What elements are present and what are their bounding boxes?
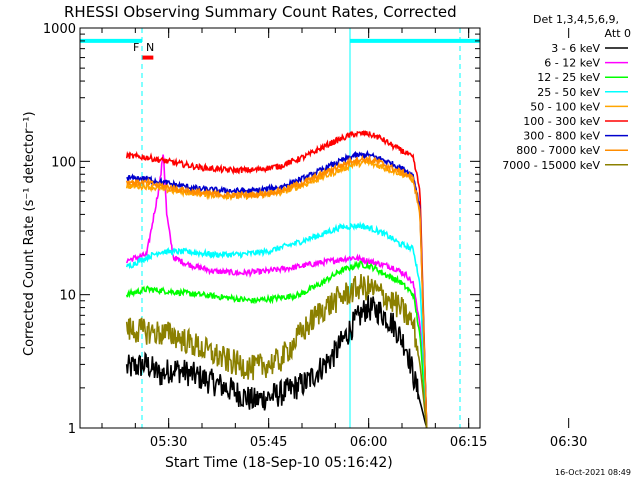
x-tick-label-3: 06:15 xyxy=(450,435,487,450)
series-line-7 xyxy=(125,154,428,428)
y-tick-label-1: 1 xyxy=(68,422,76,437)
y-tick-label-100: 100 xyxy=(51,155,76,170)
chart-title: RHESSI Observing Summary Count Rates, Co… xyxy=(64,3,457,21)
y-tick-label-10: 10 xyxy=(59,289,76,304)
x-tick-label-2: 06:00 xyxy=(350,435,387,450)
footer-timestamp: 16-Oct-2021 08:49 xyxy=(555,468,631,477)
series-line-4 xyxy=(125,158,428,428)
legend-label-2: 12 - 25 keV xyxy=(537,71,600,84)
y-tick-label-1000: 1000 xyxy=(43,22,76,37)
series-line-0 xyxy=(125,294,428,428)
x-tick-label-1: 05:45 xyxy=(250,435,287,450)
series-line-8 xyxy=(125,273,428,428)
legend: Det 1,3,4,5,6,9,Att 0 3 - 6 keV 6 - 12 keV… xyxy=(502,13,631,172)
series-line-3 xyxy=(125,221,428,428)
x-tick-label-4: 06:30 xyxy=(550,435,587,450)
legend-header-line-1: Det 1,3,4,5,6,9, xyxy=(533,13,619,26)
legend-label-5: 100 - 300 keV xyxy=(523,115,600,128)
x-tick-label-0: 05:30 xyxy=(150,435,187,450)
legend-label-4: 50 - 100 keV xyxy=(530,100,600,113)
axes-frame xyxy=(79,27,481,429)
legend-label-1: 6 - 12 keV xyxy=(544,57,600,70)
flag-label-N: N xyxy=(146,41,154,54)
legend-label-0: 3 - 6 keV xyxy=(551,42,600,55)
legend-label-8: 7000 - 15000 keV xyxy=(502,159,600,172)
series-line-6 xyxy=(126,149,428,428)
series-line-1 xyxy=(125,154,428,428)
flag-label-F: F xyxy=(133,41,139,54)
legend-label-6: 300 - 800 keV xyxy=(523,130,600,143)
x-axis-label: Start Time (18-Sep-10 05:16:42) xyxy=(165,455,393,471)
series-line-5 xyxy=(125,129,428,428)
legend-header-line-2: Att 0 xyxy=(605,27,631,40)
legend-label-7: 800 - 7000 keV xyxy=(516,144,600,157)
legend-label-3: 25 - 50 keV xyxy=(537,86,600,99)
series-line-2 xyxy=(125,260,428,428)
y-axis-label: Corrected Count Rate (s⁻¹ detector⁻¹) xyxy=(22,111,37,356)
